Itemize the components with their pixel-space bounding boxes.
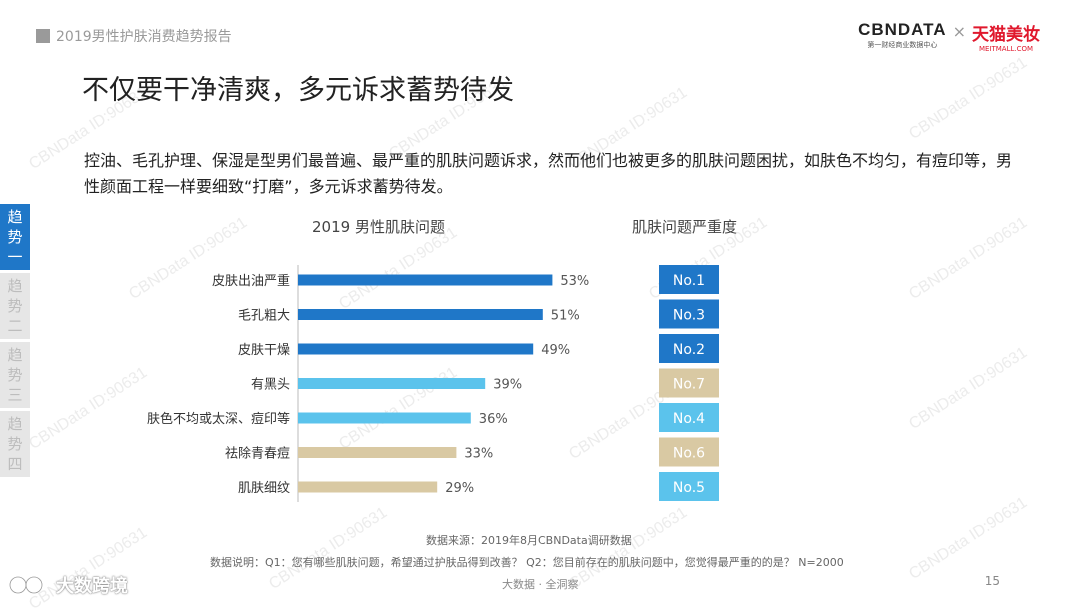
severity-title: 肌肤问题严重度 bbox=[632, 218, 738, 236]
header-square-icon bbox=[36, 29, 50, 43]
category-label: 毛孔粗大 bbox=[238, 309, 290, 324]
severity-box bbox=[659, 472, 719, 501]
cbndata-logo-text: CBNDATA bbox=[858, 20, 947, 39]
tmall-beauty-logo: 天猫美妆 MEITMALL.COM bbox=[972, 20, 1040, 53]
side-tab-4[interactable]: 趋势四 bbox=[0, 411, 30, 477]
brand-mark-icon bbox=[8, 575, 44, 595]
report-title: 2019男性护肤消费趋势报告 bbox=[56, 29, 232, 45]
bar bbox=[298, 447, 457, 458]
severity-rank-label: No.5 bbox=[673, 480, 705, 496]
severity-rank-label: No.6 bbox=[673, 446, 705, 462]
bar bbox=[298, 343, 534, 355]
side-tab-3[interactable]: 趋势三 bbox=[0, 342, 30, 408]
bar bbox=[298, 412, 471, 424]
page-description: 控油、毛孔护理、保湿是型男们最普遍、最严重的肌肤问题诉求，然而他们也被更多的肌肤… bbox=[84, 151, 1013, 196]
tmall-logo-subtext: MEITMALL.COM bbox=[978, 45, 1034, 53]
severity-rank-label: No.1 bbox=[673, 273, 705, 289]
value-label: 29% bbox=[445, 481, 474, 496]
chart-title: 2019 男性肌肤问题 bbox=[312, 218, 445, 236]
severity-box bbox=[659, 403, 719, 432]
data-note: 数据说明：Q1：您有哪些肌肤问题，希望通过护肤品得到改善？ Q2：您目前存在的肌… bbox=[210, 556, 844, 569]
cbndata-logo-subtext: 第一财经商业数据中心 bbox=[867, 41, 938, 49]
value-label: 49% bbox=[541, 343, 570, 358]
value-label: 51% bbox=[551, 309, 580, 324]
severity-rank-label: No.7 bbox=[673, 377, 705, 393]
value-label: 33% bbox=[464, 447, 493, 462]
bar bbox=[298, 274, 553, 286]
category-label: 有黑头 bbox=[251, 378, 290, 393]
category-label: 祛除青春痘 bbox=[225, 446, 290, 462]
report-header: 2019男性护肤消费趋势报告 bbox=[36, 26, 232, 46]
category-label: 肌肤细纹 bbox=[238, 481, 290, 496]
category-label: 皮肤干燥 bbox=[238, 343, 290, 358]
value-label: 39% bbox=[493, 378, 522, 393]
category-label: 皮肤出油严重 bbox=[212, 273, 290, 289]
category-label: 肤色不均或太深、痘印等 bbox=[147, 411, 290, 427]
bottom-brand: 大数跨境 bbox=[8, 572, 128, 598]
brand-logos: CBNDATA 第一财经商业数据中心 × 天猫美妆 MEITMALL.COM bbox=[858, 20, 1040, 53]
data-source: 数据来源：2019年8月CBNData调研数据 bbox=[426, 534, 632, 547]
severity-box bbox=[659, 334, 719, 363]
side-tab-1[interactable]: 趋势一 bbox=[0, 204, 30, 270]
bottom-brand-text: 大数跨境 bbox=[56, 576, 128, 597]
severity-rank-label: No.4 bbox=[673, 411, 705, 427]
bar bbox=[298, 309, 543, 320]
severity-rank-label: No.3 bbox=[673, 308, 705, 324]
page-number: 15 bbox=[984, 574, 1000, 588]
tmall-logo-text: 天猫美妆 bbox=[972, 25, 1040, 45]
severity-rank-label: No.2 bbox=[673, 342, 705, 358]
cbndata-logo: CBNDATA 第一财经商业数据中心 bbox=[858, 20, 947, 50]
footer-tagline: 大数据 · 全洞察 bbox=[502, 578, 579, 591]
bar bbox=[298, 378, 486, 389]
value-label: 53% bbox=[560, 274, 589, 289]
value-label: 36% bbox=[479, 412, 508, 427]
severity-box bbox=[659, 299, 719, 329]
bar bbox=[298, 481, 438, 493]
side-tab-nav: 趋势一趋势二趋势三趋势四 bbox=[0, 204, 30, 480]
severity-box bbox=[659, 437, 719, 467]
logo-separator: × bbox=[952, 22, 966, 41]
page-title: 不仅要干净清爽，多元诉求蓄势待发 bbox=[82, 75, 514, 106]
side-tab-2[interactable]: 趋势二 bbox=[0, 273, 30, 339]
severity-box bbox=[659, 368, 719, 398]
severity-box bbox=[659, 265, 719, 294]
